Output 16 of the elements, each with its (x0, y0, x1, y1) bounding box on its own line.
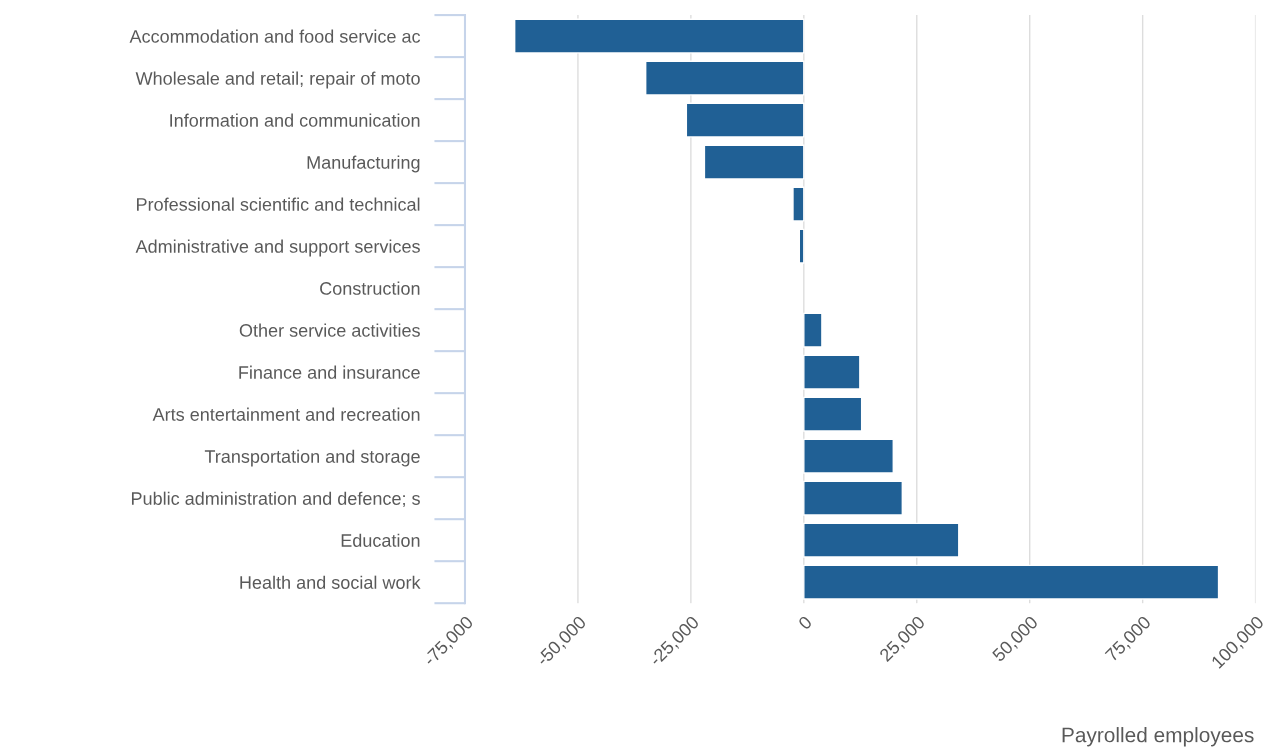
x-tick-label: 0 (797, 615, 813, 631)
y-tick-label: Construction (320, 281, 420, 295)
y-tick-label: Other service activities (239, 323, 420, 337)
y-tick-label: Accommodation and food service ac (129, 29, 421, 43)
y-tick-label: Transportation and storage (204, 449, 420, 467)
y-tick-label: Education (341, 533, 420, 547)
y-tick-label: Finance and insurance (239, 365, 420, 379)
y-tick-label: Health and social work (240, 575, 421, 589)
y-tick-label: Professional scientific and technical (137, 197, 420, 211)
y-tick-label: Administrative and support services (135, 239, 420, 257)
x-axis-title: Payrolled employees (1062, 727, 1254, 747)
y-tick-label: Manufacturing (307, 155, 420, 173)
y-tick-label: Public administration and defence; s (131, 491, 420, 508)
y-tick-label: Information and communication (170, 113, 420, 127)
y-tick-label: Arts entertainment and recreation (152, 407, 420, 421)
y-tick-label: Wholesale and retail; repair of moto (135, 71, 420, 89)
